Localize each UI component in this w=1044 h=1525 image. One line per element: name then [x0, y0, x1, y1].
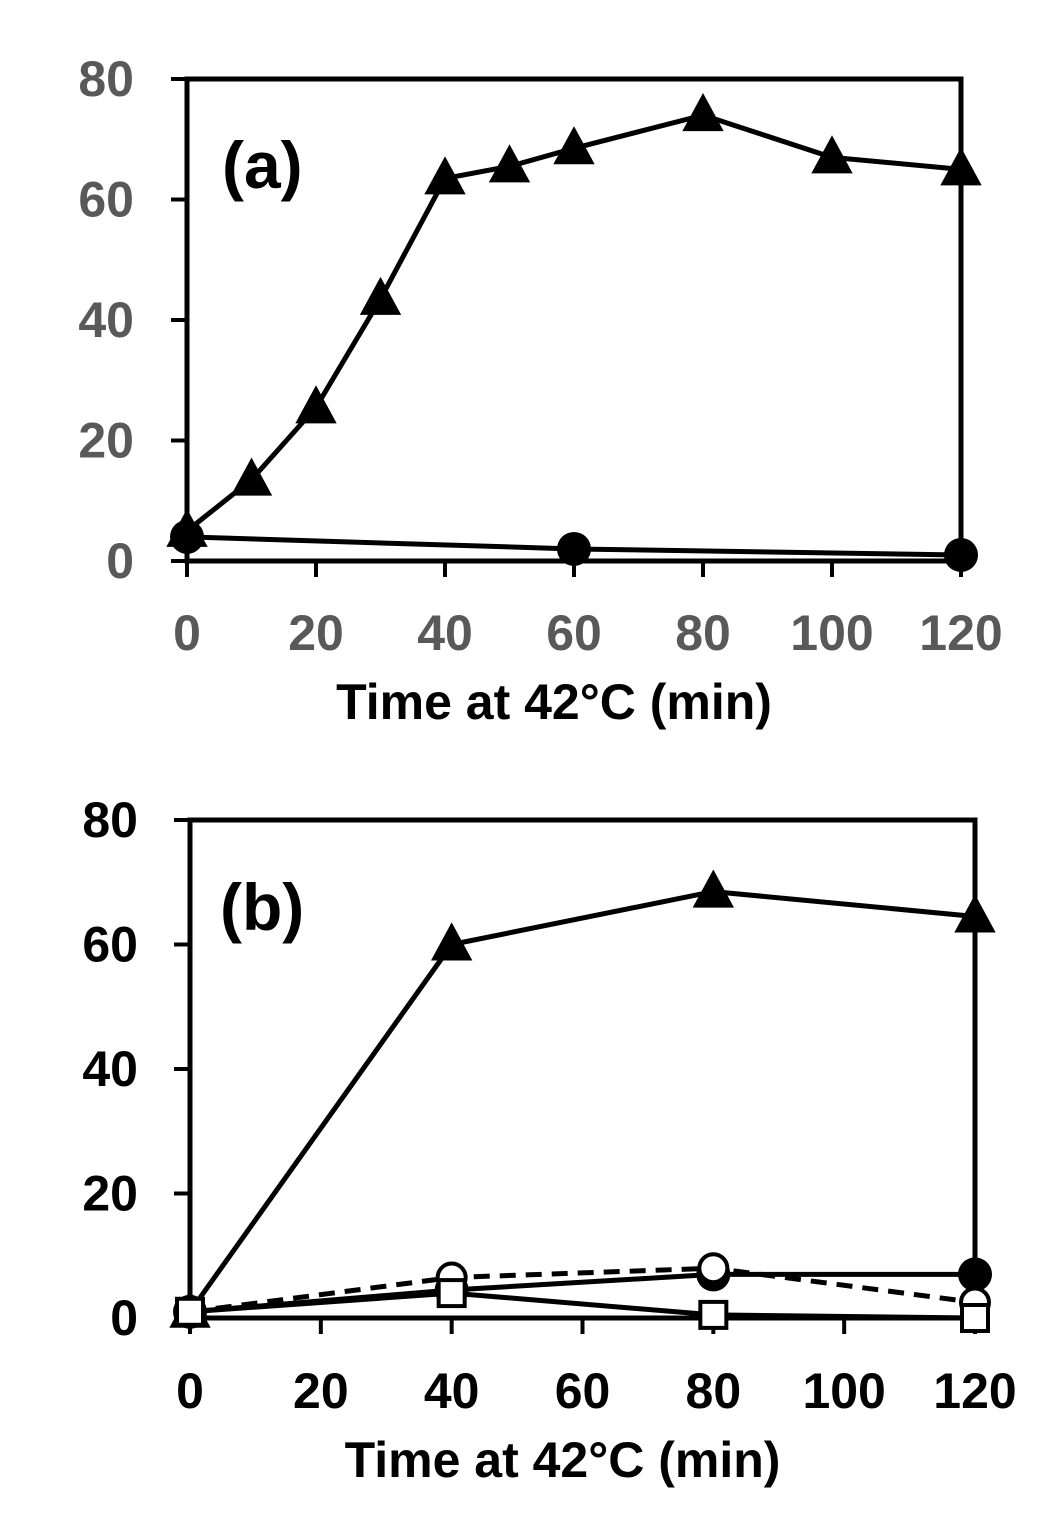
data-point-triangle — [488, 144, 531, 183]
x-axis-title: Time at 42°C (min) — [336, 674, 772, 730]
series-filled-triangle — [166, 93, 982, 547]
y-tick-label: 0 — [110, 1290, 138, 1346]
data-point-triangle — [424, 156, 466, 195]
data-point-circle — [944, 537, 978, 572]
data-point-open-square — [436, 1278, 467, 1309]
x-tick-label: 100 — [802, 1363, 885, 1419]
series-line — [187, 889, 976, 1314]
x-tick-label: 60 — [546, 605, 602, 661]
data-point-triangle — [295, 385, 337, 424]
data-point-circle — [958, 1257, 992, 1292]
series-filled-circle — [170, 519, 978, 572]
data-point-triangle — [359, 276, 402, 315]
y-tick-label: 80 — [78, 51, 134, 107]
plot-frame — [187, 817, 978, 1321]
data-point-circle — [557, 531, 591, 566]
data-point-triangle — [553, 126, 595, 165]
y-tick-label: 20 — [82, 1166, 138, 1222]
y-tick-label: 0 — [106, 533, 134, 589]
series-line — [185, 112, 962, 533]
y-tick-label: 80 — [82, 792, 138, 848]
x-tick-label: 40 — [424, 1363, 480, 1419]
data-point-open-square — [960, 1303, 990, 1333]
x-tick-label: 40 — [417, 605, 473, 661]
x-tick-label: 0 — [176, 1363, 204, 1419]
data-point-triangle — [692, 869, 735, 908]
y-tick-label: 40 — [82, 1041, 138, 1097]
x-tick-label: 120 — [919, 605, 1002, 661]
data-point-triangle — [940, 147, 982, 186]
x-tick-label: 80 — [686, 1363, 742, 1419]
x-tick-label: 100 — [790, 605, 873, 661]
data-point-triangle — [682, 93, 724, 132]
x-tick-label: 80 — [675, 605, 731, 661]
data-point-triangle — [430, 922, 473, 961]
panel-label: (a) — [222, 128, 303, 202]
series-line — [189, 1290, 976, 1321]
data-point-circle — [170, 519, 204, 554]
y-tick-label: 60 — [78, 172, 134, 228]
panel-label: (b) — [220, 870, 304, 944]
data-point-open-circle — [697, 1252, 730, 1285]
series-open-square — [175, 1278, 990, 1333]
y-tick-label: 60 — [82, 917, 138, 973]
x-tick-label: 20 — [288, 605, 344, 661]
x-axis-title: Time at 42°C (min) — [345, 1432, 781, 1488]
data-point-triangle — [811, 135, 853, 174]
data-point-open-square — [175, 1296, 205, 1327]
y-tick-label: 40 — [78, 292, 134, 348]
y-tick-label: 20 — [78, 413, 134, 469]
chart-panel-b: 0 20 40 60 80 0 20 40 60 80 100 120 Time at 42°C (mi… — [82, 792, 1016, 1488]
x-tick-label: 60 — [555, 1363, 611, 1419]
data-point-triangle — [230, 457, 273, 496]
data-point-triangle — [954, 894, 996, 933]
data-point-open-square — [698, 1299, 729, 1330]
chart-panel-a: 0 20 40 60 80 0 20 40 60 80 100 120 Time at 42°C (mi… — [78, 51, 1002, 730]
series-line — [189, 1265, 976, 1315]
x-tick-label: 20 — [293, 1363, 349, 1419]
x-tick-label: 0 — [173, 605, 201, 661]
x-tick-label: 120 — [933, 1363, 1016, 1419]
